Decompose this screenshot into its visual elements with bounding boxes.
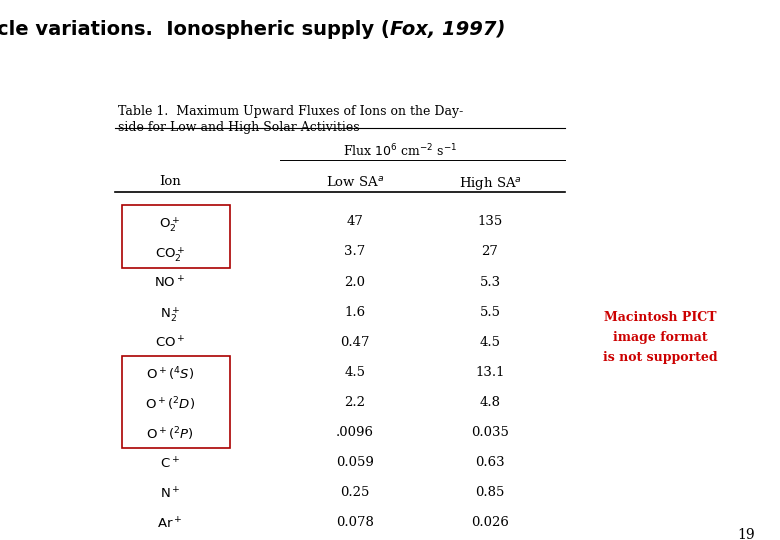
Text: 0.85: 0.85 bbox=[475, 486, 505, 499]
Text: Macintosh PICT: Macintosh PICT bbox=[604, 310, 716, 323]
Text: 2.2: 2.2 bbox=[345, 396, 366, 409]
Text: 19: 19 bbox=[737, 528, 755, 540]
Text: $\mathrm{Ar^+}$: $\mathrm{Ar^+}$ bbox=[158, 516, 183, 531]
Text: $\mathrm{NO^+}$: $\mathrm{NO^+}$ bbox=[154, 275, 186, 291]
Text: 13.1: 13.1 bbox=[475, 366, 505, 379]
Text: 0.035: 0.035 bbox=[471, 426, 509, 439]
Text: 4.8: 4.8 bbox=[480, 396, 501, 409]
Text: $\mathrm{O_2^+}$: $\mathrm{O_2^+}$ bbox=[159, 215, 180, 234]
Text: 2.0: 2.0 bbox=[345, 275, 366, 288]
Text: Low SA$^a$: Low SA$^a$ bbox=[326, 176, 384, 190]
Text: 5.3: 5.3 bbox=[480, 275, 501, 288]
Text: .0096: .0096 bbox=[336, 426, 374, 439]
Text: 0.078: 0.078 bbox=[336, 516, 374, 529]
Bar bbox=[122, 205, 230, 267]
Text: is not supported: is not supported bbox=[603, 350, 718, 363]
Text: 4.5: 4.5 bbox=[480, 336, 501, 349]
Text: $\mathrm{C^+}$: $\mathrm{C^+}$ bbox=[160, 456, 180, 471]
Text: $\mathrm{O^+}(^2P)$: $\mathrm{O^+}(^2P)$ bbox=[146, 426, 194, 443]
Text: High SA$^a$: High SA$^a$ bbox=[459, 176, 521, 192]
Text: 3.7: 3.7 bbox=[345, 246, 366, 259]
Text: $\mathrm{O^+}(^2D)$: $\mathrm{O^+}(^2D)$ bbox=[145, 396, 195, 413]
Text: Fox, 1997): Fox, 1997) bbox=[390, 19, 505, 39]
Text: Ion: Ion bbox=[159, 176, 181, 188]
Text: image format: image format bbox=[612, 330, 707, 343]
Text: $\mathrm{N^+}$: $\mathrm{N^+}$ bbox=[160, 486, 180, 501]
Text: $\mathrm{N_2^+}$: $\mathrm{N_2^+}$ bbox=[160, 306, 180, 325]
Text: 1.6: 1.6 bbox=[345, 306, 366, 319]
Bar bbox=[122, 356, 230, 448]
Text: 27: 27 bbox=[481, 246, 498, 259]
Text: 5.5: 5.5 bbox=[480, 306, 501, 319]
Text: 135: 135 bbox=[477, 215, 502, 228]
Text: 0.059: 0.059 bbox=[336, 456, 374, 469]
Text: 47: 47 bbox=[346, 215, 363, 228]
Text: 0.63: 0.63 bbox=[475, 456, 505, 469]
Text: 0.25: 0.25 bbox=[340, 486, 370, 499]
Text: 0.026: 0.026 bbox=[471, 516, 509, 529]
Text: Flux $10^6$ cm$^{-2}$ s$^{-1}$: Flux $10^6$ cm$^{-2}$ s$^{-1}$ bbox=[342, 143, 457, 159]
Text: Table 1.  Maximum Upward Fluxes of Ions on the Day-: Table 1. Maximum Upward Fluxes of Ions o… bbox=[118, 105, 463, 118]
Text: $\mathrm{O^+}(^4S)$: $\mathrm{O^+}(^4S)$ bbox=[146, 366, 194, 383]
Text: Solar cycle variations.  Ionospheric supply (: Solar cycle variations. Ionospheric supp… bbox=[0, 19, 390, 39]
Text: 4.5: 4.5 bbox=[345, 366, 366, 379]
Text: 0.47: 0.47 bbox=[340, 336, 370, 349]
Text: $\mathrm{CO^+}$: $\mathrm{CO^+}$ bbox=[154, 336, 185, 351]
Text: $\mathrm{CO_2^+}$: $\mathrm{CO_2^+}$ bbox=[154, 246, 185, 264]
Text: side for Low and High Solar Activities: side for Low and High Solar Activities bbox=[118, 122, 360, 134]
